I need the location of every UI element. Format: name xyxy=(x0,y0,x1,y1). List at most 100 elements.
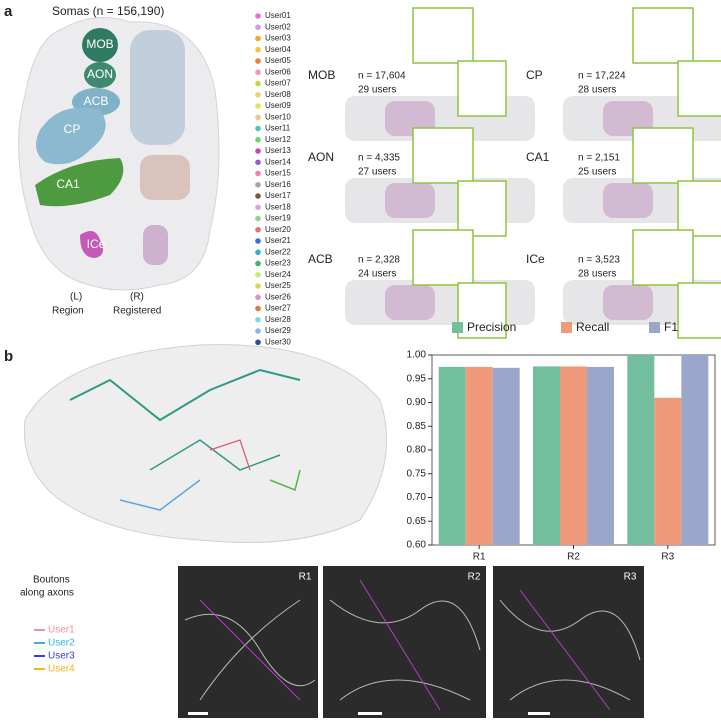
boutons-title: along axons xyxy=(20,588,74,599)
legend-swatch xyxy=(255,271,261,278)
region-points xyxy=(385,285,435,320)
legend-swatch xyxy=(255,204,261,211)
legend-label: User19 xyxy=(265,214,291,223)
legend-swatch xyxy=(255,114,261,121)
legend-label: User03 xyxy=(265,34,291,43)
bar xyxy=(533,366,560,545)
inset xyxy=(677,180,721,237)
inset xyxy=(632,7,694,64)
inset xyxy=(457,60,507,117)
legend-label: User1 xyxy=(48,625,75,636)
inset xyxy=(412,127,474,184)
brain-overview xyxy=(18,17,220,291)
legend-label: User13 xyxy=(265,146,291,155)
brain-3d xyxy=(23,344,388,543)
legend-label: User10 xyxy=(265,112,291,121)
legend-swatch xyxy=(255,316,261,323)
legend-label: User21 xyxy=(265,236,291,245)
region-count: n = 17,224 xyxy=(578,71,626,82)
region-count: n = 17,604 xyxy=(358,71,406,82)
bar xyxy=(627,355,655,545)
legend-swatch xyxy=(255,58,261,64)
legend-label: User12 xyxy=(265,135,291,144)
region-name: ACB xyxy=(308,252,333,266)
legend-swatch xyxy=(255,91,261,98)
legend-label: Recall xyxy=(576,320,609,334)
legend-swatch xyxy=(255,283,261,289)
region-users: 24 users xyxy=(358,269,396,280)
legend-label: User18 xyxy=(265,202,291,211)
legend-label: User05 xyxy=(265,56,291,65)
region-label: ACB xyxy=(84,94,109,108)
legend-label: User16 xyxy=(265,180,291,189)
region-points xyxy=(385,183,435,218)
y-tick-label: 0.80 xyxy=(407,445,427,456)
bar xyxy=(492,367,520,545)
legend-label: User08 xyxy=(265,90,291,99)
legend-swatch xyxy=(255,125,261,132)
legend-label: User27 xyxy=(265,304,291,313)
legend-swatch xyxy=(255,13,261,19)
y-tick-label: 0.85 xyxy=(407,421,427,432)
region-name: ICe xyxy=(526,252,545,266)
y-tick-label: 0.70 xyxy=(407,492,427,503)
inset xyxy=(457,282,507,339)
image-label: R3 xyxy=(624,572,637,583)
y-tick-label: 0.90 xyxy=(407,397,427,408)
legend-label: User22 xyxy=(265,247,291,256)
legend-label: User07 xyxy=(265,79,291,88)
legend-label: User14 xyxy=(265,157,291,166)
panel-title: Somas (n = 156,190) xyxy=(52,4,164,18)
inset xyxy=(412,7,474,64)
bar xyxy=(560,366,587,545)
inset xyxy=(632,229,694,286)
region-label: AON xyxy=(87,67,113,81)
legend-swatch xyxy=(255,80,261,87)
region-points xyxy=(603,183,653,218)
image-label: R2 xyxy=(468,572,481,583)
region-users: 29 users xyxy=(358,85,396,96)
legend-swatch xyxy=(649,322,660,333)
legend-label: User4 xyxy=(48,664,75,675)
legend-swatch xyxy=(255,328,261,334)
inset xyxy=(677,60,721,117)
legend-swatch xyxy=(255,294,261,301)
legend-swatch xyxy=(255,305,261,312)
region-count: n = 4,335 xyxy=(358,153,400,164)
legend-label: User17 xyxy=(265,191,291,200)
legend-label: User15 xyxy=(265,169,291,178)
side-label: (L) xyxy=(70,292,82,303)
legend-label: User29 xyxy=(265,326,291,335)
legend-swatch xyxy=(255,159,261,166)
x-tick-label: R3 xyxy=(661,552,674,563)
region-users: 25 users xyxy=(578,167,616,178)
legend-label: Precision xyxy=(467,320,516,334)
y-tick-label: 0.60 xyxy=(407,540,427,551)
legend-label: User3 xyxy=(48,651,75,662)
legend-swatch xyxy=(452,322,463,333)
region-name: MOB xyxy=(308,68,335,82)
legend-swatch xyxy=(255,226,261,233)
legend-label: User06 xyxy=(265,67,291,76)
y-tick-label: 1.00 xyxy=(407,350,427,361)
legend-label: User30 xyxy=(265,337,291,346)
x-tick-label: R1 xyxy=(473,552,486,563)
legend-swatch xyxy=(255,215,261,222)
region-name: AON xyxy=(308,150,334,164)
legend-label: User02 xyxy=(265,22,291,31)
legend-swatch xyxy=(255,181,261,188)
y-tick-label: 0.95 xyxy=(407,373,427,384)
legend-swatch xyxy=(255,69,261,76)
panel-letter: b xyxy=(4,348,13,365)
region-count: n = 2,328 xyxy=(358,255,400,266)
legend-label: User23 xyxy=(265,259,291,268)
legend-label: User24 xyxy=(265,270,291,279)
side-label: (R) xyxy=(130,292,144,303)
legend-swatch xyxy=(255,249,261,256)
side-caption: Region xyxy=(52,306,84,317)
inset xyxy=(677,282,721,339)
region-name: CP xyxy=(526,68,543,82)
region-points xyxy=(603,285,653,320)
legend-label: User09 xyxy=(265,101,291,110)
